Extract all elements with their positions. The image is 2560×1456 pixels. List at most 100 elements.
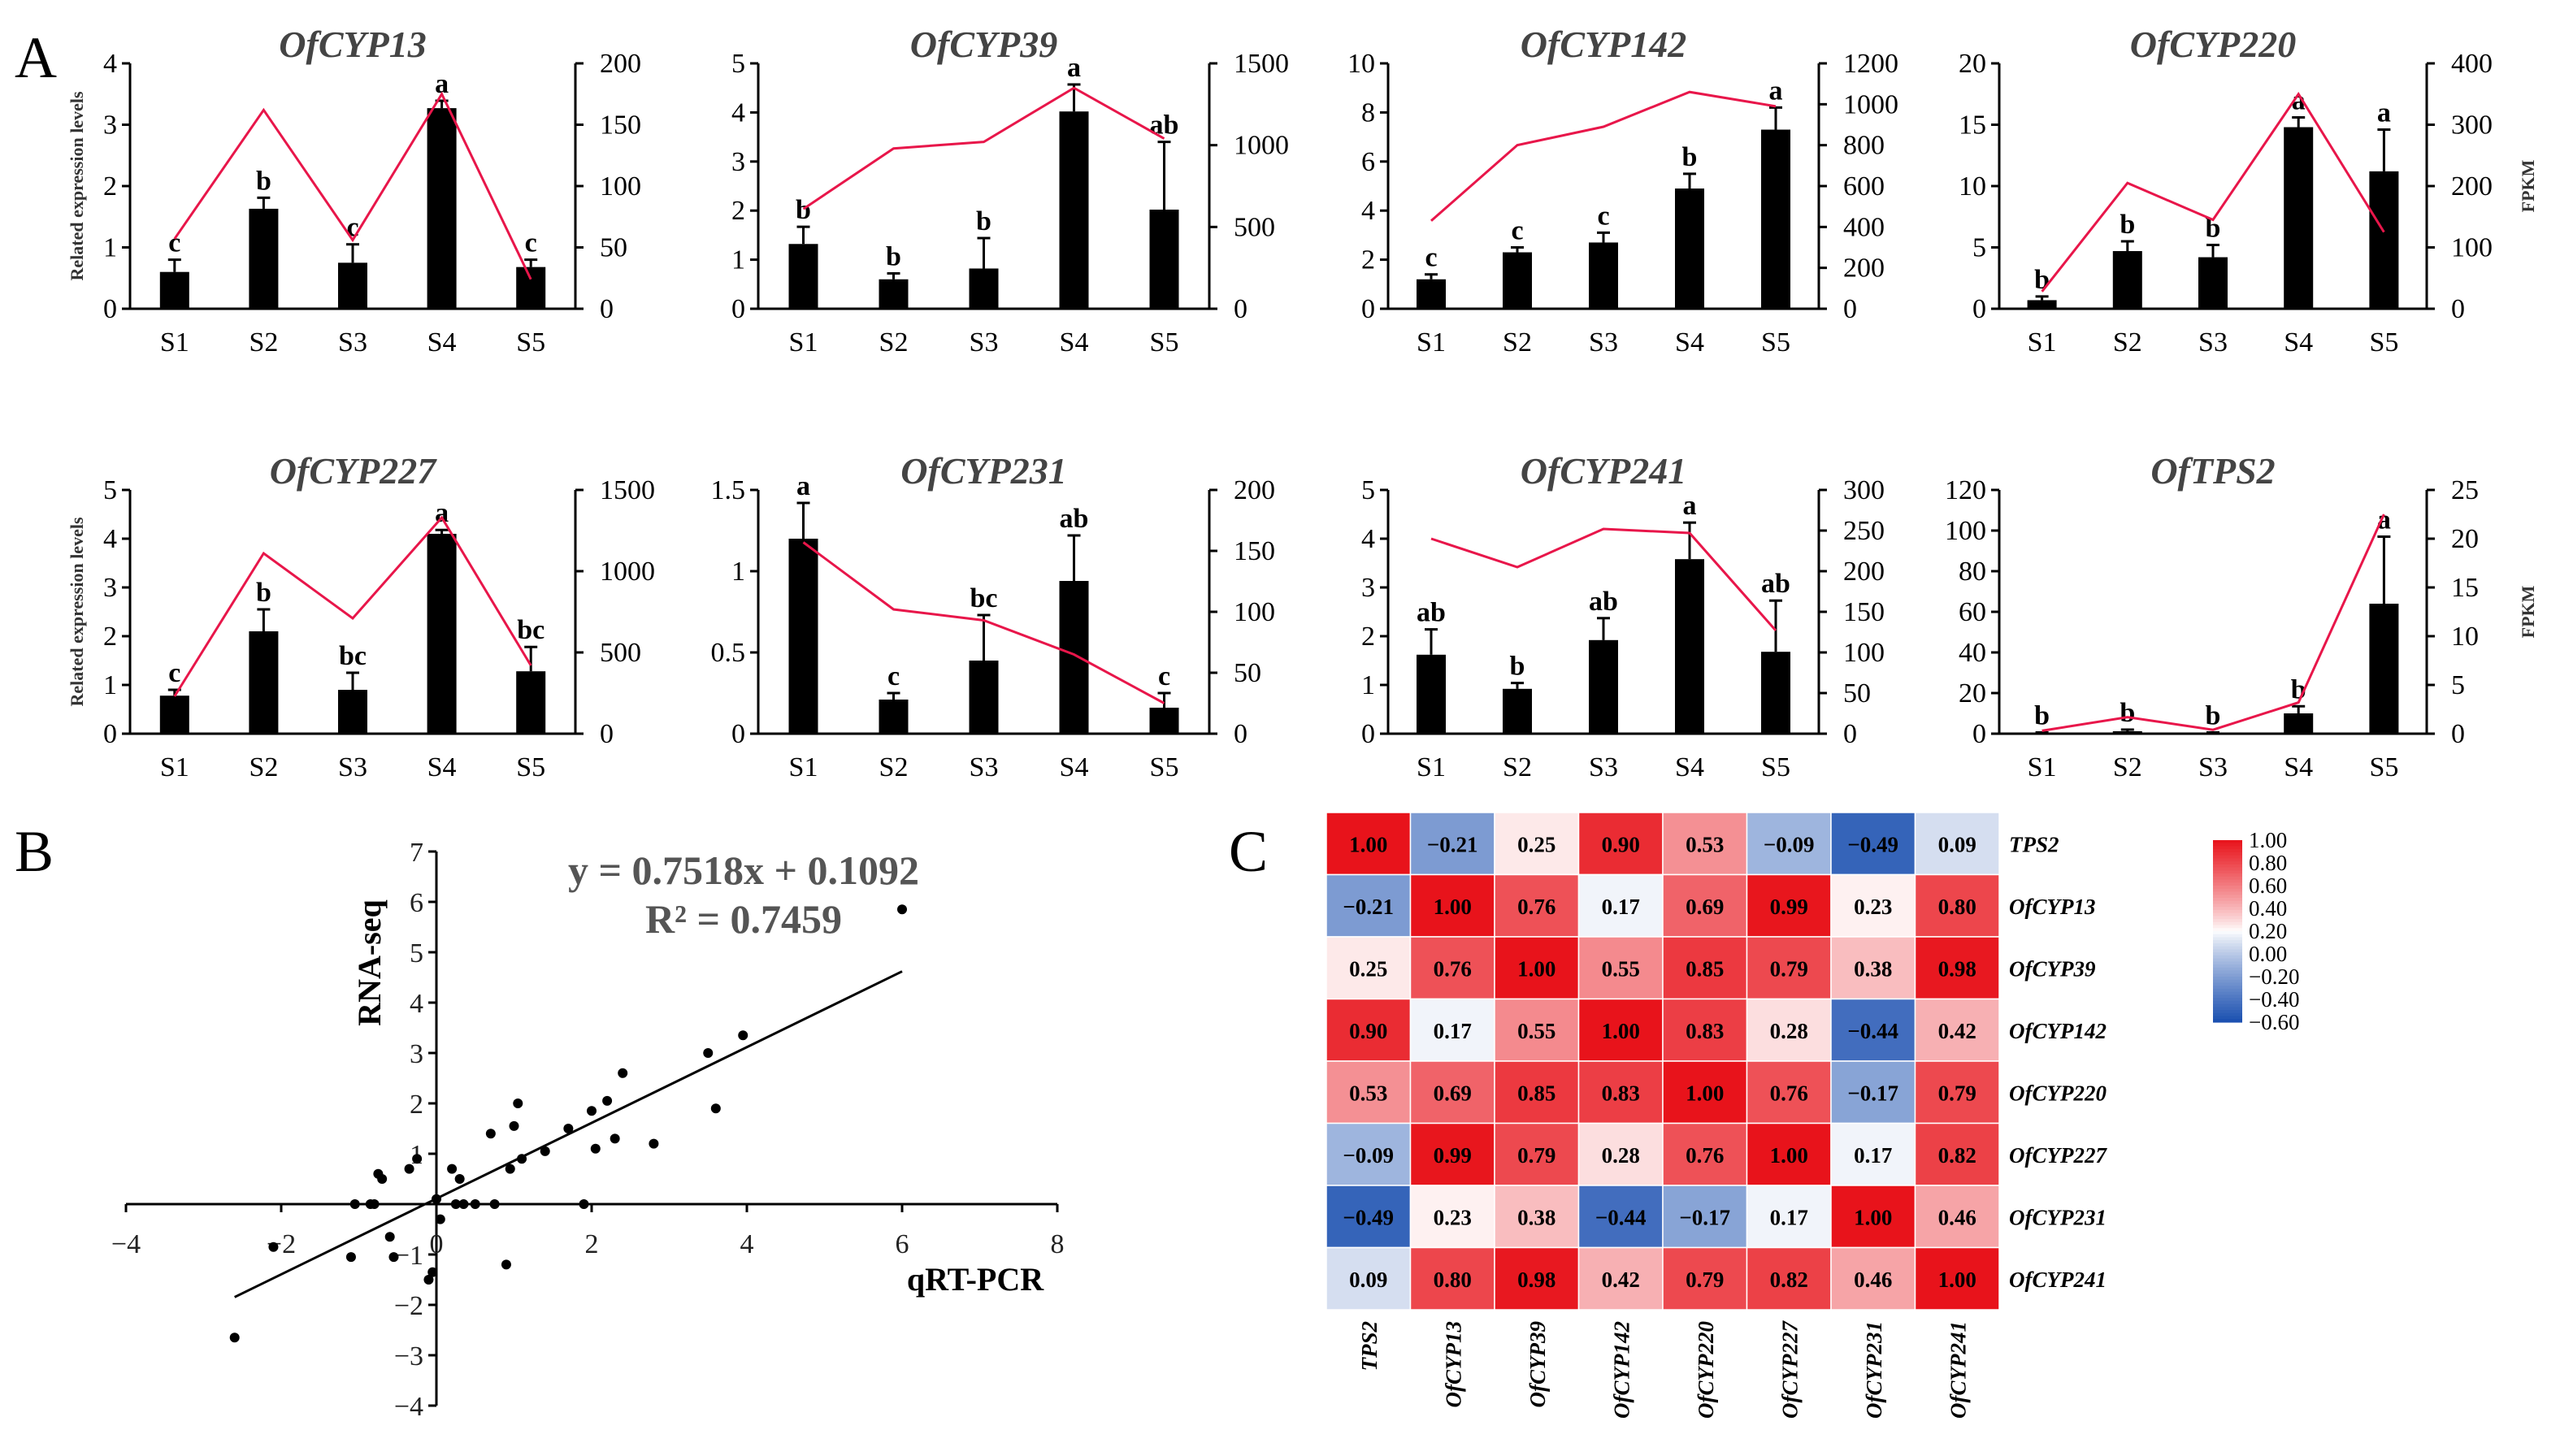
category-label: S4 xyxy=(427,752,457,782)
left-tick-label: 1 xyxy=(1361,670,1375,700)
heatmap-value: 0.09 xyxy=(1938,832,1976,856)
colorbar-tick-label: 0.40 xyxy=(2249,896,2287,921)
colorbar-segment xyxy=(2213,979,2242,984)
heatmap-value: 1.00 xyxy=(1434,895,1472,919)
colorbar-segment xyxy=(2213,879,2242,883)
right-tick-label: 1500 xyxy=(1234,49,1289,79)
heatmap-value: 0.90 xyxy=(1602,832,1640,856)
chart-title: OfCYP13 xyxy=(279,24,426,65)
y-tick-label: −4 xyxy=(394,1392,423,1422)
bar xyxy=(2369,171,2399,309)
heatmap-value: 0.79 xyxy=(1517,1143,1556,1168)
y-axis-label: Related expression levels xyxy=(67,91,87,280)
data-point xyxy=(454,1174,465,1184)
heatmap-value: −0.49 xyxy=(1847,832,1898,856)
heatmap-cell xyxy=(1577,936,1664,1000)
colorbar-tick-label: 0.80 xyxy=(2249,851,2287,875)
significance-letter: b xyxy=(2206,701,2221,731)
heatmap-cell xyxy=(1577,1122,1664,1186)
colorbar-segment xyxy=(2213,961,2242,965)
significance-letter: b xyxy=(886,242,901,272)
right-tick-label: 0 xyxy=(1843,719,1857,749)
colorbar-segment xyxy=(2213,921,2242,926)
heatmap-value: 0.76 xyxy=(1434,956,1472,981)
data-point xyxy=(365,1199,375,1209)
left-tick-label: 1 xyxy=(731,245,745,275)
colorbar-segment xyxy=(2213,949,2242,953)
heatmap-value: 0.82 xyxy=(1770,1268,1808,1292)
data-point xyxy=(450,1199,461,1209)
bar xyxy=(1059,581,1089,734)
heatmap-value: 1.00 xyxy=(1854,1205,1892,1229)
colorbar-segment xyxy=(2213,897,2242,902)
heatmap-row-label: OfCYP241 xyxy=(2009,1268,2107,1292)
right-tick-label: 0 xyxy=(2451,719,2465,749)
bar xyxy=(159,696,189,734)
heatmap-value: 0.80 xyxy=(1434,1268,1472,1292)
left-tick-label: 5 xyxy=(103,475,117,505)
y2-axis-label: FPKM xyxy=(2518,159,2538,212)
significance-letter: a xyxy=(1683,491,1697,521)
heatmap-col-label: OfCYP39 xyxy=(1525,1321,1550,1408)
colorbar-segment xyxy=(2213,1003,2242,1008)
category-label: S5 xyxy=(2369,327,2398,358)
colorbar-segment xyxy=(2213,861,2242,865)
category-label: S5 xyxy=(516,752,545,782)
colorbar-segment xyxy=(2213,858,2242,862)
right-tick-label: 300 xyxy=(2451,110,2493,141)
significance-letter: ab xyxy=(1589,587,1618,617)
y-axis-label: Related expression levels xyxy=(67,517,87,706)
fpkm-line xyxy=(2041,91,2385,292)
heatmap-value: −0.17 xyxy=(1847,1081,1898,1105)
bar xyxy=(879,700,909,734)
colorbar-segment xyxy=(2213,886,2242,890)
colorbar-segment xyxy=(2213,852,2242,856)
data-point xyxy=(489,1199,500,1209)
fpkm-line xyxy=(173,515,532,697)
significance-letter: a xyxy=(796,471,810,501)
colorbar-segment xyxy=(2213,1016,2242,1020)
colorbar-segment xyxy=(2213,973,2242,977)
heatmap-value: 0.79 xyxy=(1770,956,1808,981)
significance-letter: a xyxy=(1769,76,1783,106)
category-label: S5 xyxy=(2369,752,2398,782)
chart-title: OfCYP231 xyxy=(900,450,1066,492)
colorbar-segment xyxy=(2213,900,2242,904)
significance-letter: a xyxy=(2292,85,2306,115)
colorbar-tick-label: 1.00 xyxy=(2249,828,2287,852)
colorbar-segment xyxy=(2213,955,2242,960)
category-label: S4 xyxy=(1675,327,1704,358)
heatmap-value: 0.17 xyxy=(1854,1143,1892,1168)
left-tick-label: 5 xyxy=(1361,475,1375,505)
data-point xyxy=(517,1154,527,1164)
left-tick-label: 3 xyxy=(731,147,745,177)
bar-chart-ofcyp39: OfCYP39 0 1 2 3 4 5 0 500 1000 1500 b b b a ab S1 S2 S3 S4 S… xyxy=(731,24,1289,358)
bar xyxy=(1417,279,1446,309)
heatmap-cell xyxy=(1746,1060,1832,1124)
bar xyxy=(1503,688,1532,734)
heatmap-cell xyxy=(1746,998,1832,1062)
heatmap-value: 1.00 xyxy=(1349,832,1387,856)
bar xyxy=(427,108,457,309)
colorbar-segment xyxy=(2213,942,2242,947)
data-point xyxy=(432,1194,441,1204)
heatmap-value: 0.79 xyxy=(1938,1081,1976,1105)
bar xyxy=(516,266,546,309)
colorbar-segment xyxy=(2213,970,2242,974)
left-tick-label: 1.5 xyxy=(711,475,746,505)
bar-chart-ofcyp13: OfCYP13 0 1 2 3 4 0 50 100 150 200 Related expressi… xyxy=(67,24,641,358)
bar xyxy=(879,279,909,309)
category-label: S1 xyxy=(2028,752,2057,782)
bar xyxy=(969,661,999,734)
left-tick-label: 4 xyxy=(103,49,117,79)
heatmap-cell xyxy=(1914,873,2000,938)
left-tick-label: 15 xyxy=(1959,110,1986,141)
significance-letter: b xyxy=(2120,210,2135,240)
heatmap-value: 1.00 xyxy=(1686,1081,1724,1105)
left-tick-label: 0 xyxy=(103,719,117,749)
colorbar-segment xyxy=(2213,916,2242,920)
right-tick-label: 25 xyxy=(2451,475,2479,505)
category-label: S1 xyxy=(1417,752,1446,782)
fpkm-line xyxy=(1430,90,1777,222)
